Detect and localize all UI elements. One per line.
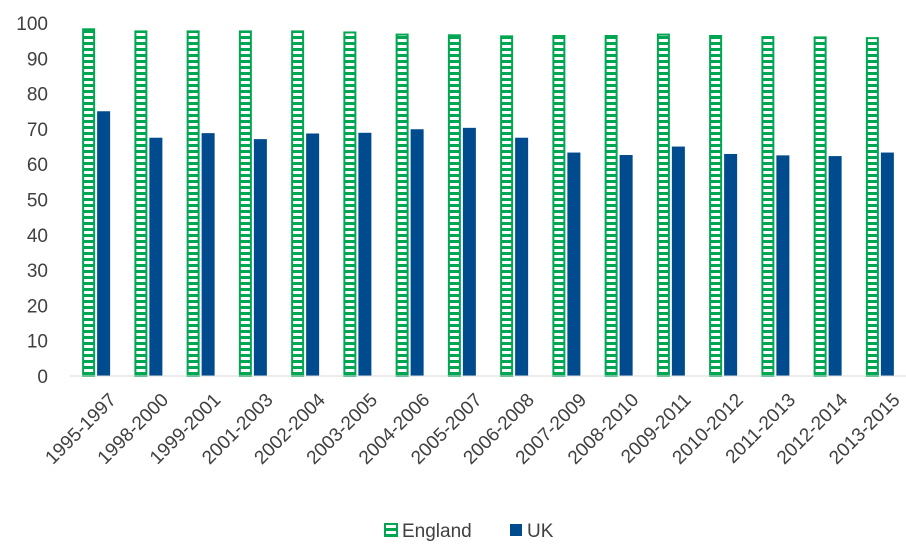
bar-uk-2006-2008 <box>515 137 529 376</box>
bar-uk-1998-2000 <box>149 137 163 376</box>
bar-england-1998-2000 <box>134 30 148 378</box>
bar-england-2013-2015 <box>865 37 879 378</box>
bar-england-2007-2009 <box>552 35 566 377</box>
y-tick-label: 60 <box>27 155 48 176</box>
bar-england-2011-2013 <box>761 36 775 377</box>
bar-uk-2001-2003 <box>253 139 267 376</box>
bars-group <box>82 28 894 378</box>
y-tick-label: 30 <box>27 261 48 282</box>
y-tick-label: 90 <box>27 49 48 70</box>
bar-england-1995-1997 <box>82 28 96 377</box>
bar-england-2004-2006 <box>395 33 409 378</box>
bar-england-2005-2007 <box>447 34 461 378</box>
bar-uk-2004-2006 <box>410 129 424 376</box>
bar-england-2006-2008 <box>500 35 514 377</box>
bar-uk-2011-2013 <box>776 155 790 376</box>
bar-uk-1999-2001 <box>201 133 215 376</box>
y-tick-label: 100 <box>16 14 48 35</box>
bar-england-2001-2003 <box>238 30 252 378</box>
bar-uk-2002-2004 <box>306 133 320 376</box>
bar-uk-1995-1997 <box>97 111 111 376</box>
y-tick-label: 80 <box>27 85 48 106</box>
bar-england-2012-2014 <box>813 36 827 377</box>
legend-swatch-england <box>384 523 398 537</box>
y-tick-label: 0 <box>37 367 48 388</box>
bar-uk-2010-2012 <box>724 153 738 376</box>
legend-label-england: England <box>402 521 472 542</box>
bar-uk-2013-2015 <box>880 152 894 376</box>
y-tick-label: 40 <box>27 226 48 247</box>
bar-england-2009-2011 <box>656 33 670 378</box>
bar-uk-2008-2010 <box>619 155 633 376</box>
x-axis: 1995-19971998-20001999-20012001-20032002… <box>42 389 905 468</box>
y-tick-label: 70 <box>27 120 48 141</box>
bar-uk-2012-2014 <box>828 156 842 376</box>
legend-swatch-uk <box>510 524 522 536</box>
y-tick-label: 20 <box>27 296 48 317</box>
y-tick-label: 10 <box>27 332 48 353</box>
y-axis: 0 10 20 30 40 50 60 70 80 90 100 <box>16 14 48 388</box>
bar-uk-2003-2005 <box>358 132 372 376</box>
bar-england-2010-2012 <box>709 35 723 377</box>
bar-uk-2007-2009 <box>567 152 581 376</box>
bar-england-2003-2005 <box>343 31 357 378</box>
bar-uk-2005-2007 <box>462 127 476 376</box>
legend-label-uk: UK <box>527 521 554 542</box>
y-tick-label: 50 <box>27 191 48 212</box>
bar-england-2008-2010 <box>604 35 618 377</box>
bar-england-1999-2001 <box>186 30 200 378</box>
bar-uk-2009-2011 <box>671 146 685 376</box>
legend: England UK <box>384 521 554 542</box>
bar-england-2002-2004 <box>291 30 305 378</box>
